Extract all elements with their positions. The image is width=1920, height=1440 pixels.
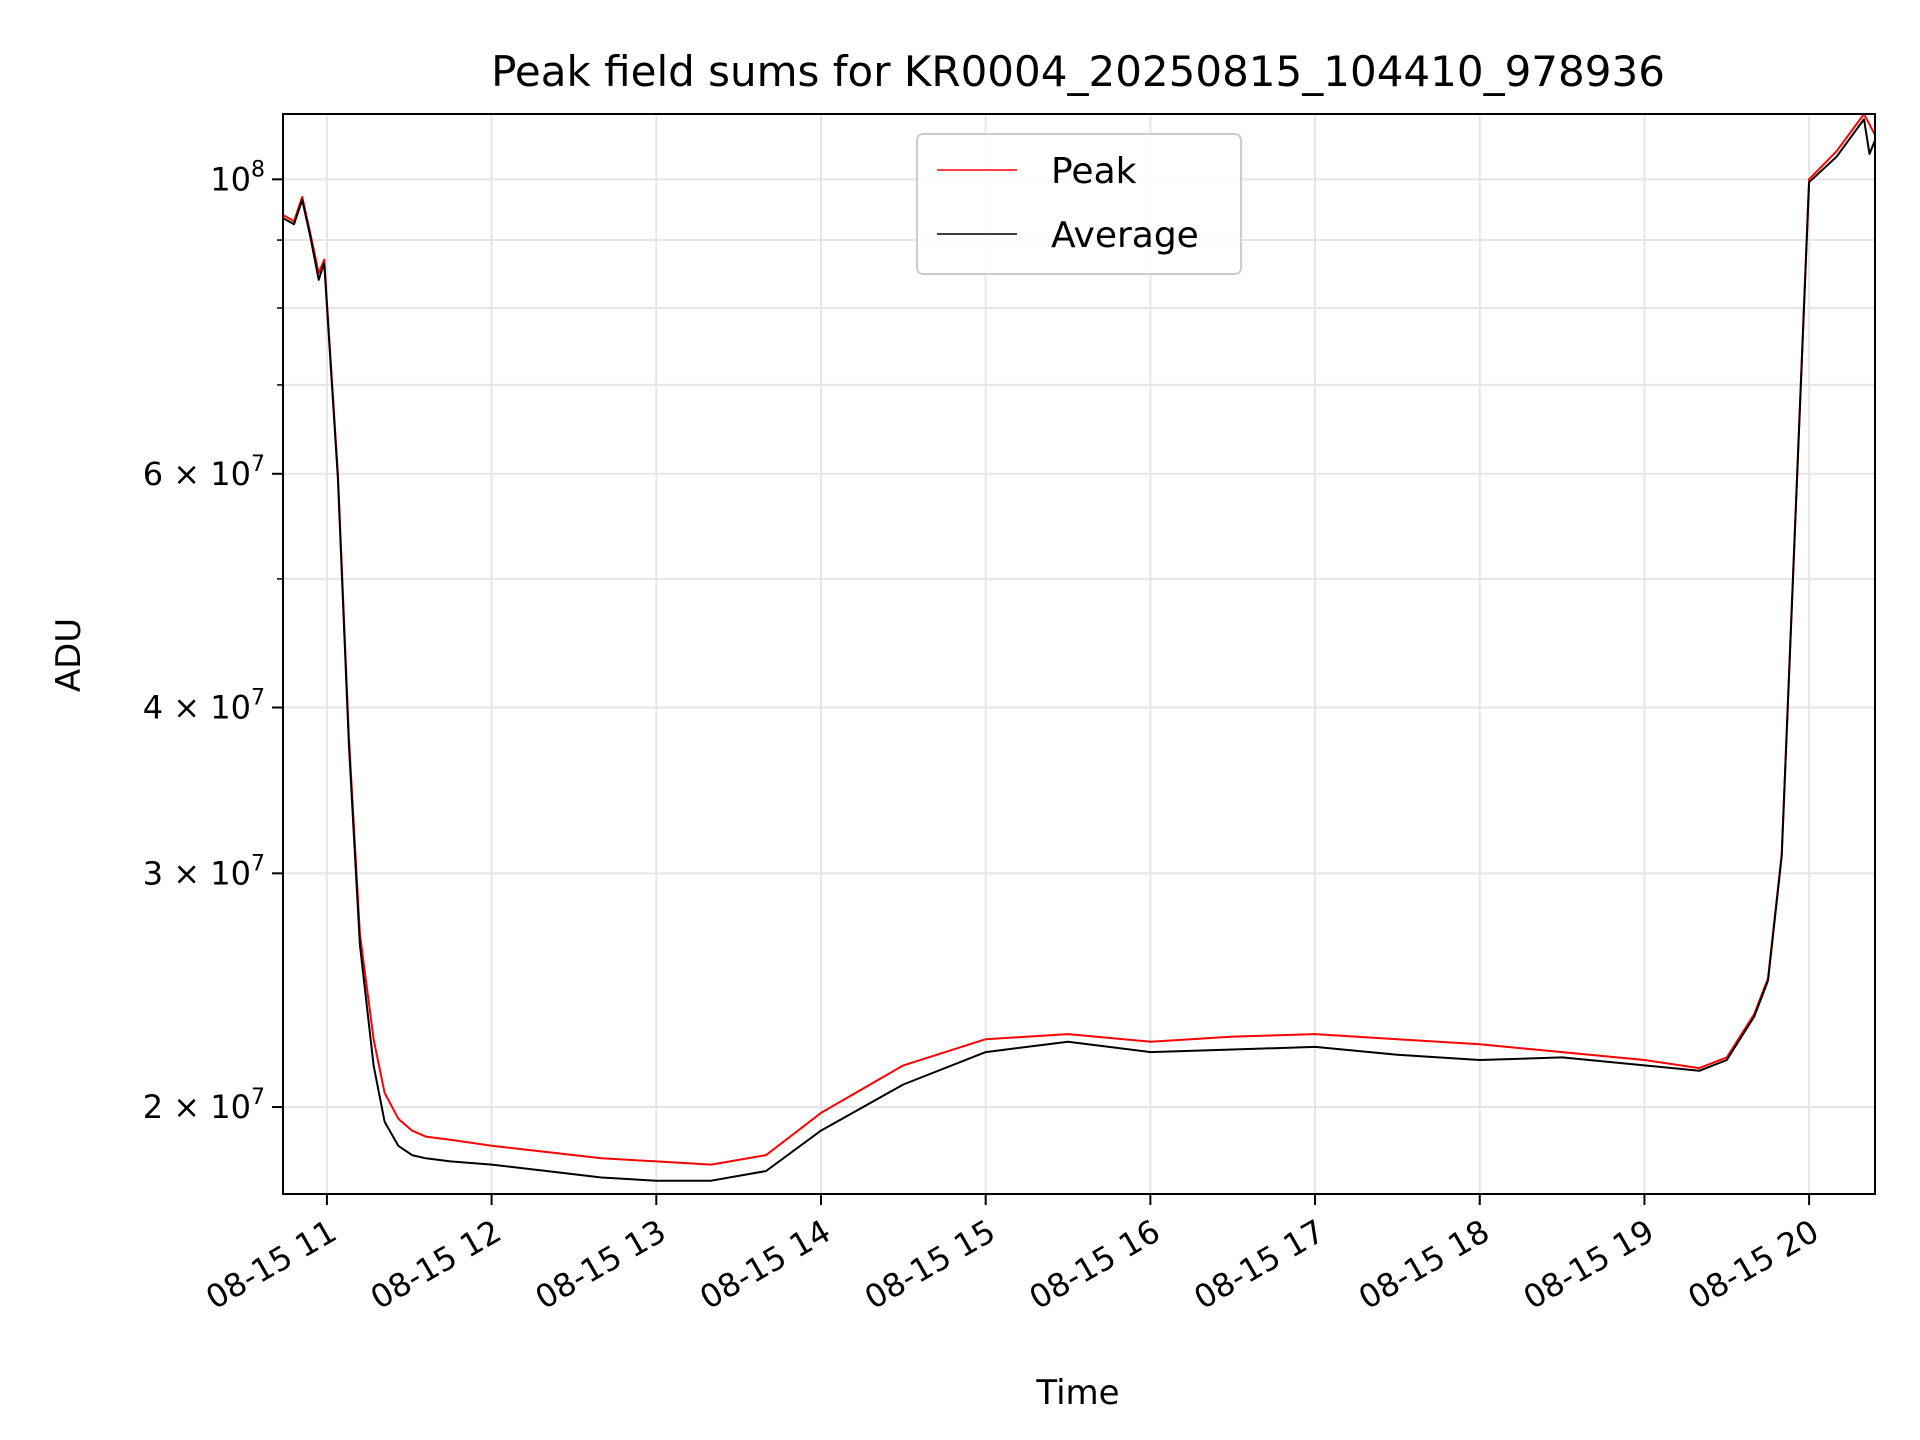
plot-area [282, 113, 1876, 1182]
legend-box [916, 133, 1242, 275]
legend: Peak Average [916, 133, 1242, 275]
series-line-average [282, 118, 1876, 1182]
plot-frame [282, 113, 1876, 1195]
legend-label-average: Average [1051, 215, 1199, 256]
y-tick-label: 6 × 107 [143, 452, 265, 493]
legend-label-peak: Peak [1051, 151, 1137, 192]
y-tick-label: 108 [210, 157, 265, 198]
y-tick-label: 3 × 107 [143, 851, 265, 892]
y-axis: 2 × 107 3 × 107 4 × 107 6 × 107 108 [143, 157, 283, 1126]
y-tick-label: 2 × 107 [143, 1085, 265, 1126]
y-tick-label: 4 × 107 [143, 686, 265, 727]
chart-title: Peak field sums for KR0004_20250815_1044… [491, 47, 1665, 96]
x-axis-title: Time [1035, 1373, 1119, 1413]
y-axis-title: ADU [49, 618, 89, 692]
